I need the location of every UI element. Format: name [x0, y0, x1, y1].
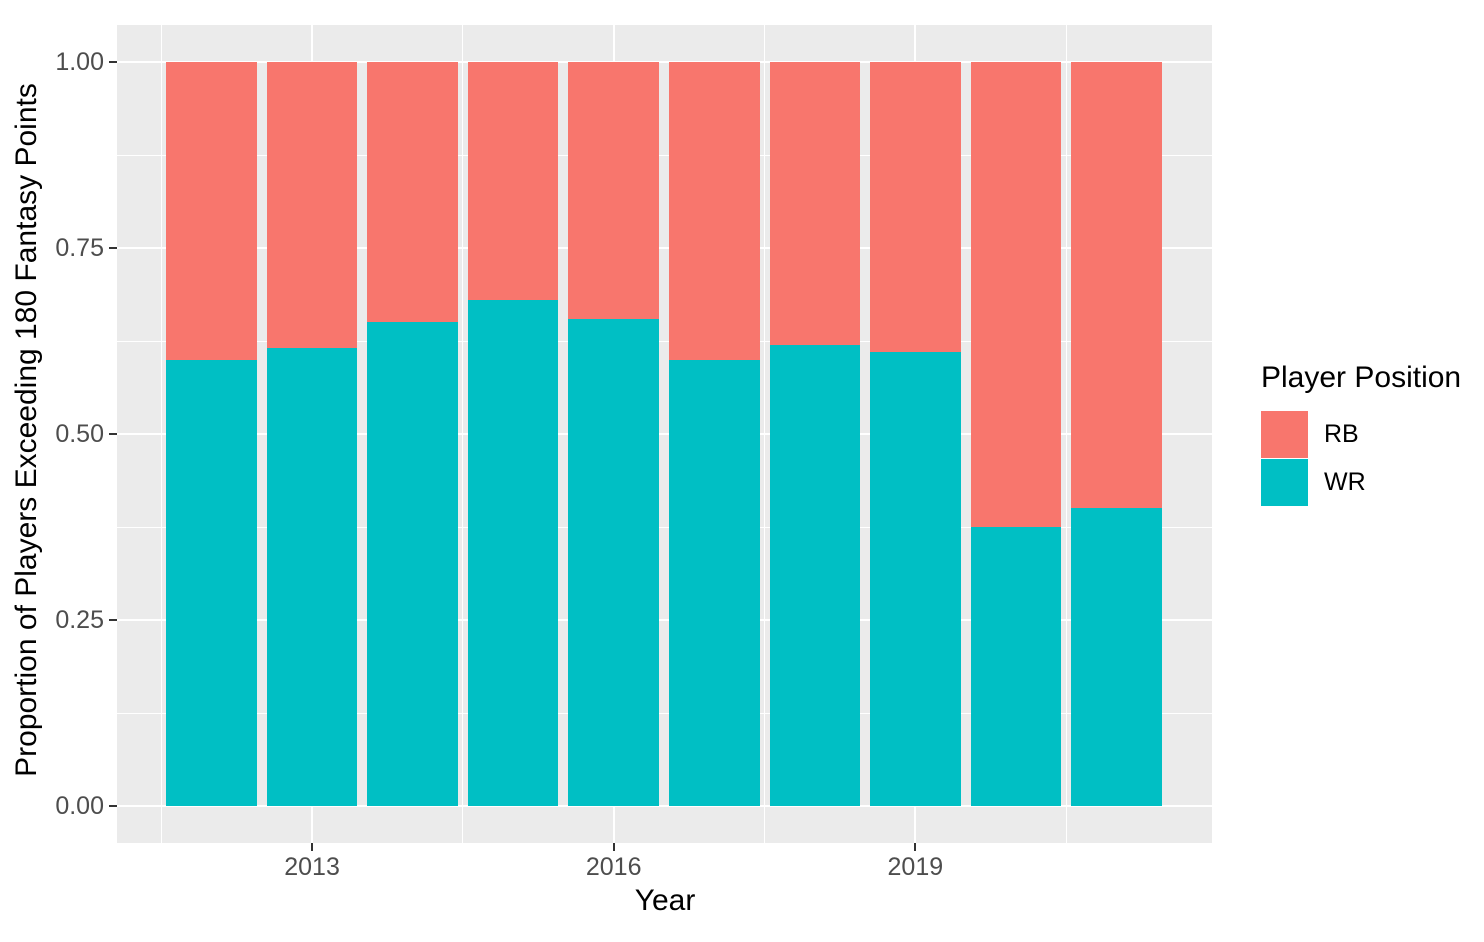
y-tick-label: 1.00: [55, 48, 104, 76]
bar-segment-rb: [367, 62, 458, 323]
bar-2018: [769, 62, 861, 806]
x-axis-title: Year: [634, 884, 696, 917]
bar-segment-wr: [467, 300, 559, 806]
x-minor-gridline: [764, 25, 766, 843]
y-minor-gridline: [117, 712, 1212, 714]
x-tick: [914, 843, 917, 851]
y-tick-label: 0.00: [55, 792, 104, 820]
y-major-gridline: [117, 619, 1212, 621]
x-tick-label: 2013: [284, 853, 340, 881]
bar-2017: [669, 62, 760, 806]
x-tick-label: 2019: [887, 853, 944, 881]
x-tick: [612, 843, 615, 851]
bar-segment-wr: [568, 318, 659, 806]
bar-2015: [467, 62, 559, 806]
bar-segment-wr: [870, 352, 961, 806]
bar-segment-wr: [970, 527, 1062, 806]
y-tick: [109, 619, 117, 621]
legend-label-rb: RB: [1324, 420, 1359, 448]
y-tick-label: 0.50: [55, 420, 104, 448]
bar-segment-rb: [266, 62, 358, 349]
x-tick: [311, 843, 314, 851]
legend-entry-rb: RB: [1261, 411, 1461, 458]
legend: Player Position RB WR: [1261, 361, 1461, 507]
x-tick-label: 2016: [585, 853, 642, 881]
bar-segment-rb: [870, 62, 961, 353]
legend-entries: RB WR: [1261, 411, 1461, 506]
legend-label-wr: WR: [1324, 468, 1366, 496]
bar-2020: [970, 62, 1062, 806]
bar-2016: [568, 62, 659, 806]
plot-panel: [117, 25, 1212, 843]
bar-segment-wr: [1071, 508, 1162, 806]
bar-segment-rb: [970, 62, 1062, 527]
bar-segment-rb: [1071, 62, 1162, 509]
bar-2014: [367, 62, 458, 806]
y-tick-label: 0.25: [55, 606, 104, 634]
y-minor-gridline: [117, 526, 1212, 528]
y-tick-label: 0.75: [55, 234, 104, 262]
bar-2012: [166, 62, 257, 806]
y-minor-gridline: [117, 340, 1212, 342]
y-major-gridline: [117, 247, 1212, 249]
y-tick: [109, 61, 117, 63]
x-minor-gridline: [1065, 25, 1067, 843]
bar-2013: [266, 62, 358, 806]
y-tick: [109, 805, 117, 807]
y-tick: [109, 247, 117, 249]
bar-segment-wr: [266, 348, 358, 806]
bar-segment-rb: [769, 62, 861, 345]
y-major-gridline: [117, 805, 1212, 807]
x-minor-gridline: [462, 25, 464, 843]
legend-title: Player Position: [1261, 361, 1462, 394]
y-tick: [109, 433, 117, 435]
y-major-gridline: [117, 433, 1212, 435]
bar-segment-rb: [166, 62, 257, 360]
y-major-gridline: [117, 61, 1212, 63]
bar-segment-wr: [769, 344, 861, 806]
bar-2019: [870, 62, 961, 806]
bar-segment-wr: [669, 359, 760, 806]
bar-segment-rb: [467, 62, 559, 301]
bar-segment-wr: [367, 322, 458, 806]
legend-entry-wr: WR: [1261, 459, 1461, 506]
bar-2021: [1071, 62, 1162, 806]
legend-key-wr-swatch: [1261, 459, 1308, 506]
x-minor-gridline: [160, 25, 162, 843]
legend-key-rb-swatch: [1261, 411, 1308, 458]
y-minor-gridline: [117, 154, 1212, 156]
bar-segment-rb: [568, 62, 659, 319]
bar-segment-wr: [166, 359, 257, 806]
bar-segment-rb: [669, 62, 760, 360]
